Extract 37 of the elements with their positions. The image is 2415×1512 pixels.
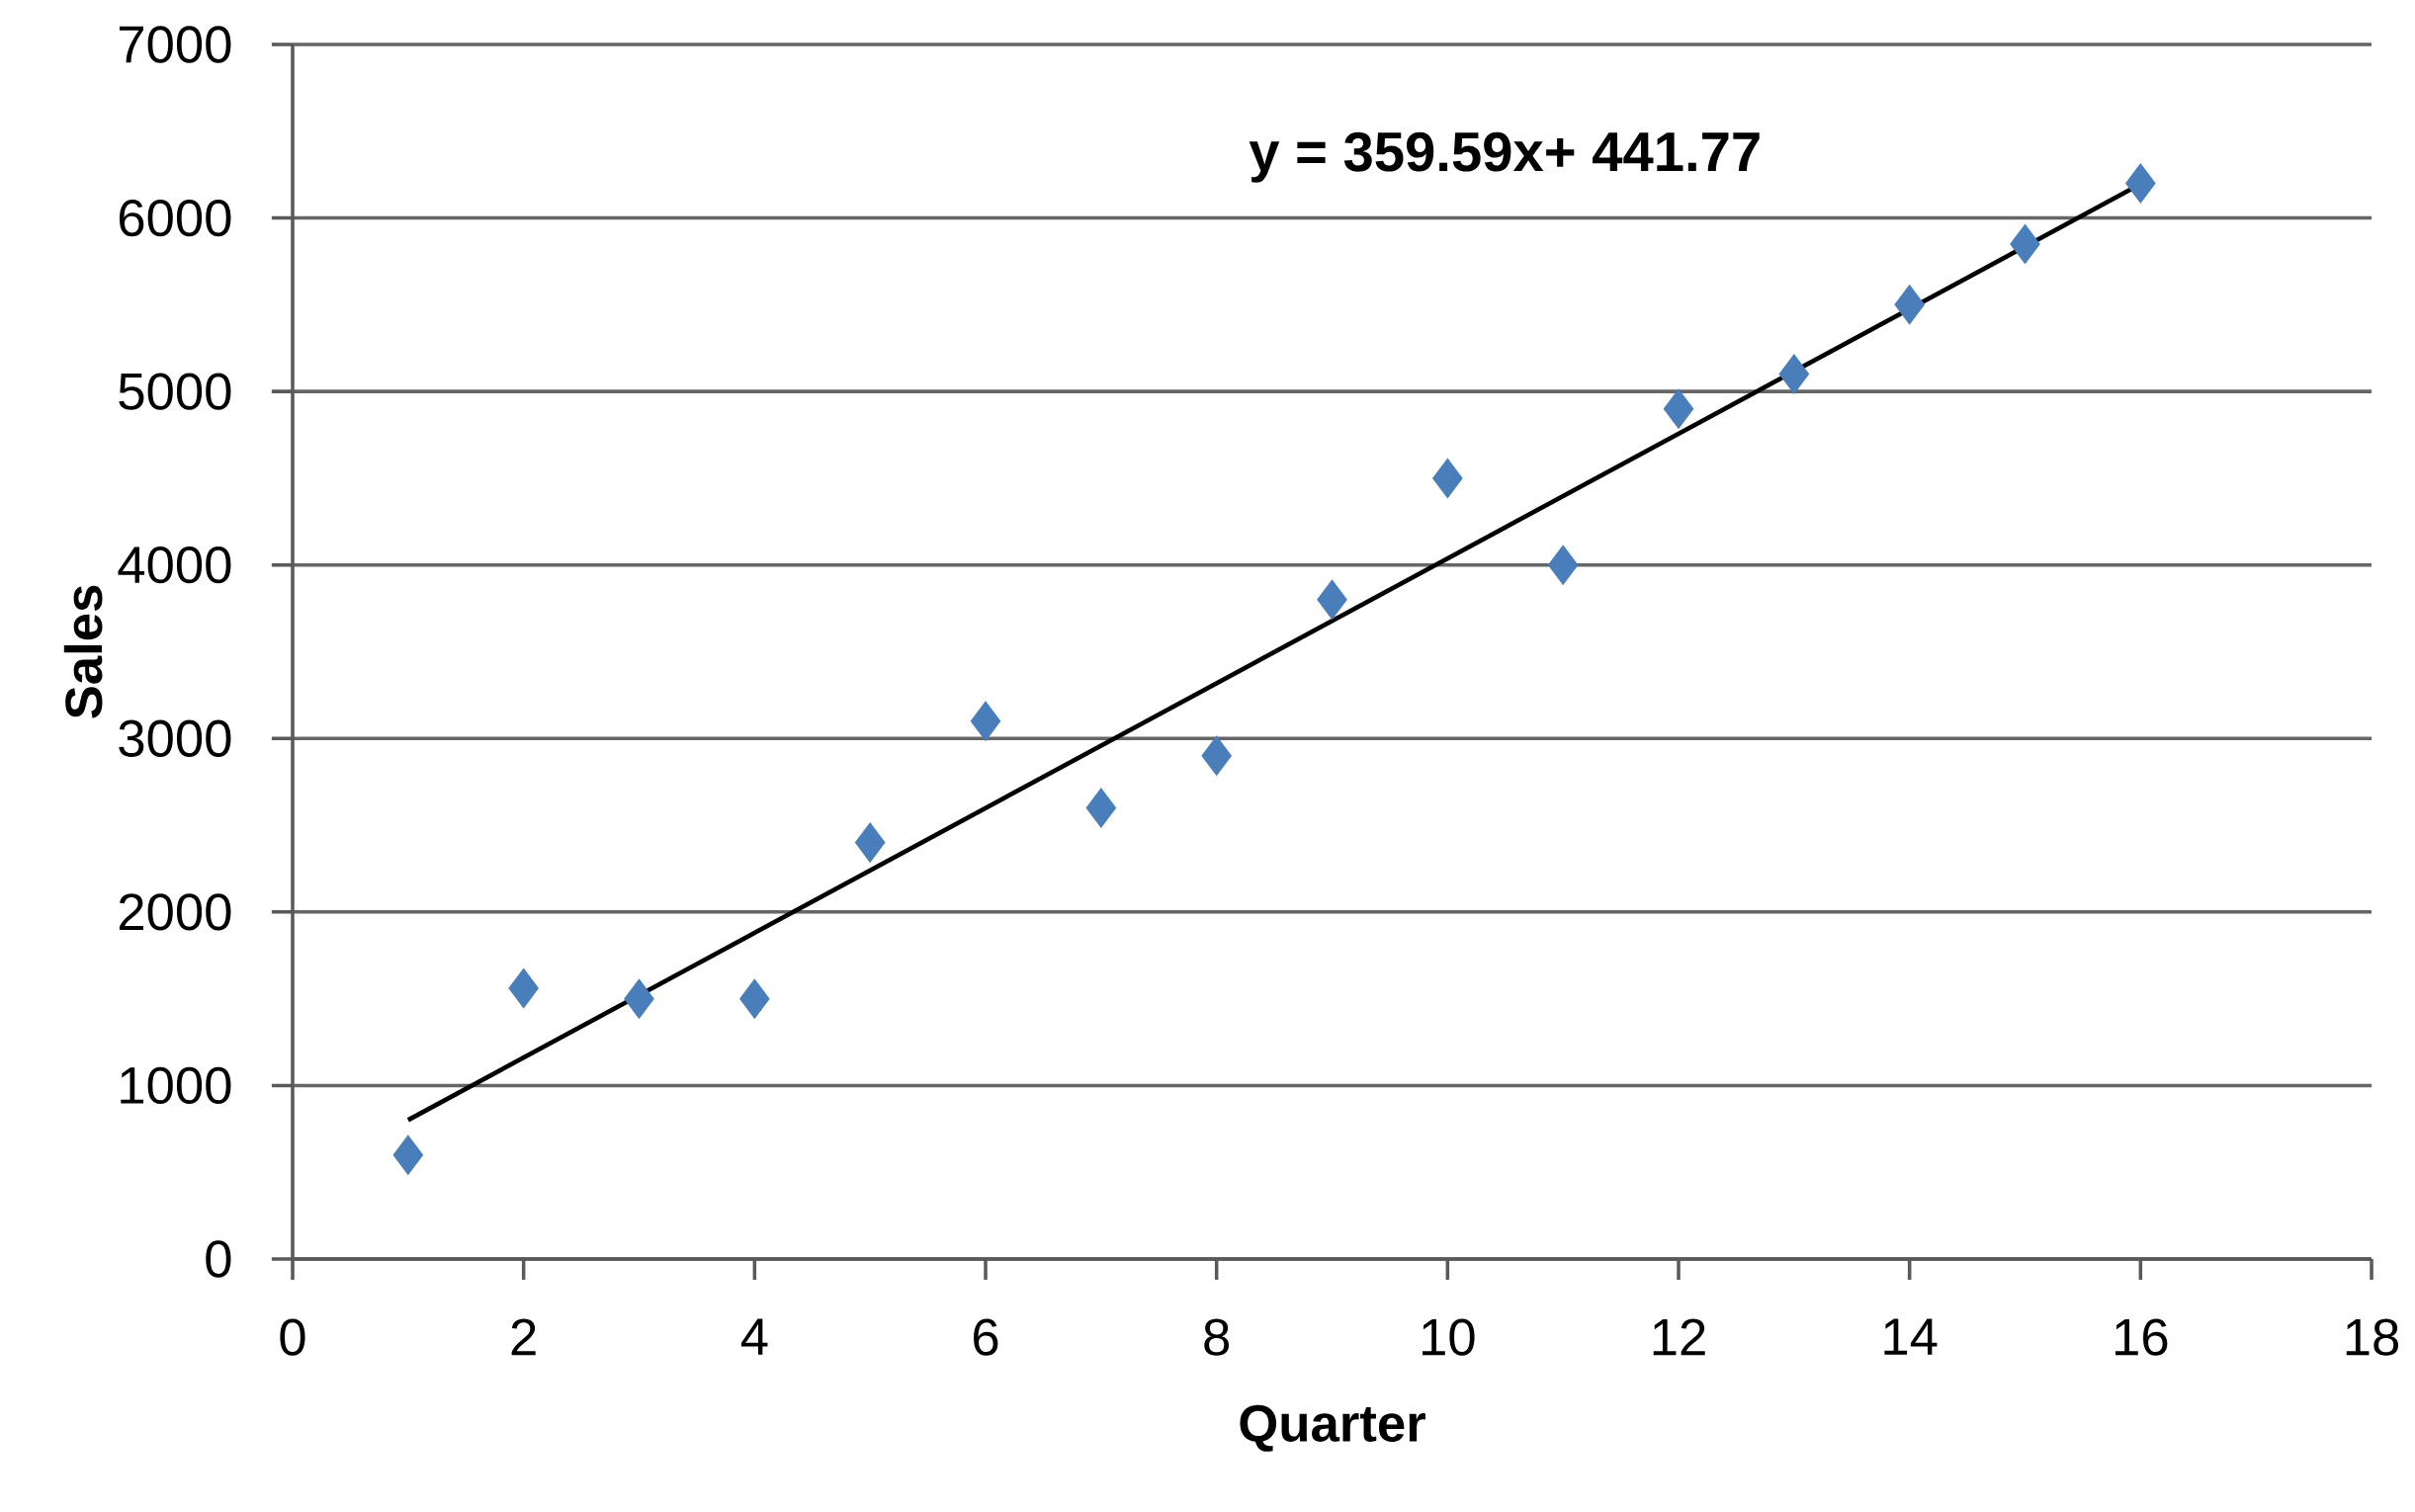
y-tick-label: 2000 — [119, 893, 231, 931]
x-tick-label: 2 — [511, 1318, 536, 1356]
annotation: y = 359.59x+ 441.77 — [1249, 131, 1760, 183]
x-tick-label: 8 — [1204, 1318, 1230, 1356]
y-tick-label: 4000 — [118, 546, 231, 584]
y-tick-label: 6000 — [119, 199, 231, 237]
point — [1778, 354, 1810, 394]
y-tick-label: 5000 — [119, 373, 231, 410]
y-tick-label: 1000 — [121, 1066, 231, 1105]
y-tick-label: 7000 — [119, 26, 231, 63]
point — [1547, 545, 1579, 585]
x-tick-label: 0 — [280, 1318, 305, 1356]
point — [392, 1134, 424, 1175]
point — [1085, 788, 1117, 828]
point — [970, 701, 1001, 741]
x-tick-label: 18 — [2346, 1318, 2399, 1356]
point — [1317, 579, 1347, 620]
point — [1663, 388, 1694, 429]
point — [739, 978, 770, 1019]
point — [2125, 163, 2156, 204]
x-tick-label: 4 — [740, 1318, 768, 1355]
point — [2010, 223, 2040, 264]
x-tick-label: 6 — [974, 1318, 998, 1356]
x-tick-label: 16 — [2115, 1318, 2168, 1356]
y-tick-label: 0 — [206, 1240, 231, 1278]
y-axis-title: Sales — [63, 585, 103, 718]
point — [508, 968, 539, 1009]
y-tick-label: 3000 — [119, 719, 231, 757]
x-tick-label: 12 — [1653, 1318, 1705, 1356]
point — [1432, 458, 1463, 498]
point — [624, 978, 654, 1019]
x-tick-label: 14 — [1884, 1318, 1938, 1355]
point — [1201, 735, 1232, 776]
point — [854, 822, 886, 863]
x-axis-title: Quarter — [1240, 1404, 1425, 1452]
point — [1894, 285, 1925, 325]
x-tick-label: 10 — [1423, 1318, 1475, 1356]
